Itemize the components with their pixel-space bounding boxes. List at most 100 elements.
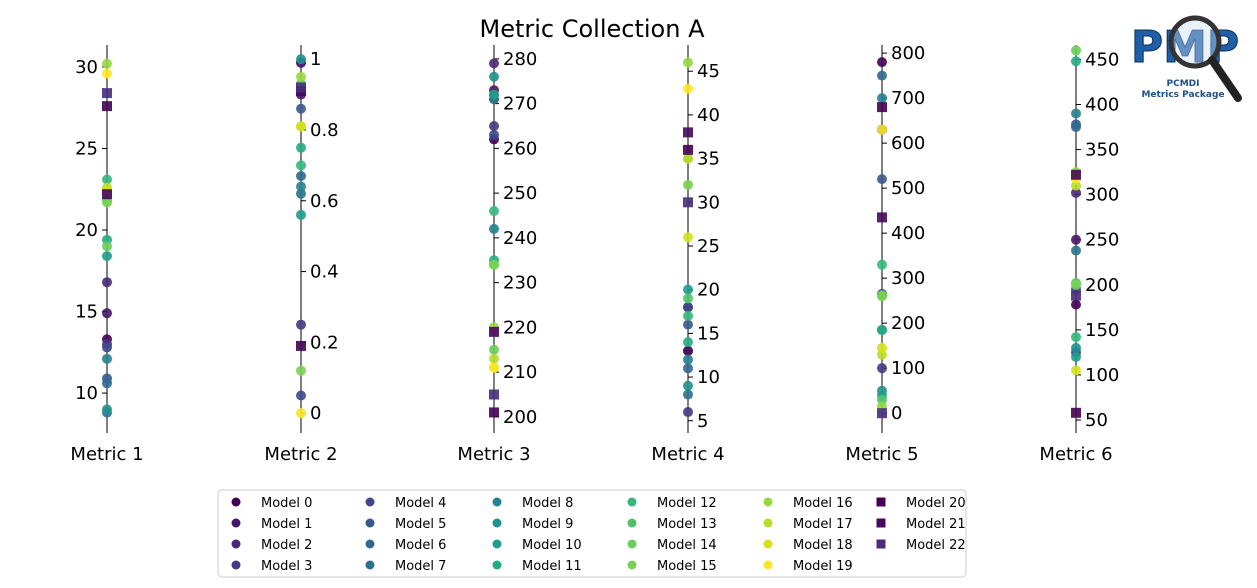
legend-label: Model 11 [522, 559, 582, 574]
data-point [683, 302, 693, 313]
legend-box [217, 489, 967, 578]
legend-label: Model 6 [395, 538, 446, 553]
data-point [877, 363, 887, 374]
axis-label: Metric 6 [1039, 444, 1112, 465]
legend-marker [627, 518, 637, 528]
pmp-logo: PMP PCMDI Metrics Package [1130, 15, 1242, 102]
tick-label: 220 [503, 317, 537, 338]
data-point [683, 127, 693, 138]
legend-marker [231, 518, 241, 528]
tick-label: 30 [75, 57, 98, 78]
data-point [1071, 342, 1081, 353]
axis-label: Metric 4 [651, 444, 724, 465]
data-point [1071, 290, 1081, 301]
tick-label: 20 [697, 280, 720, 301]
tick-label: 200 [1085, 275, 1119, 296]
legend-marker [492, 518, 502, 528]
legend-label: Model 12 [657, 496, 717, 511]
data-point [877, 70, 887, 81]
data-point [489, 89, 499, 100]
legend-marker [763, 518, 773, 528]
axis-label: Metric 5 [845, 444, 918, 465]
data-point [489, 129, 499, 140]
data-point [102, 101, 112, 112]
data-point [489, 389, 499, 400]
data-point [877, 324, 887, 335]
legend-marker [231, 560, 241, 570]
data-point [102, 197, 112, 208]
legend-marker [365, 518, 375, 528]
tick-label: 0.4 [310, 262, 339, 283]
data-point [1071, 56, 1081, 67]
tick-label: 150 [1085, 320, 1119, 341]
tick-label: 1 [310, 49, 321, 70]
data-point [683, 319, 693, 330]
legend-label: Model 9 [522, 517, 573, 532]
data-point [489, 407, 499, 418]
data-point [102, 251, 112, 262]
data-point [489, 121, 499, 132]
data-point [683, 284, 693, 295]
legend-label: Model 10 [522, 538, 582, 553]
tick-label: 270 [503, 94, 537, 115]
legend-marker [231, 497, 241, 507]
data-point [683, 337, 693, 348]
data-point [1071, 187, 1081, 198]
tick-label: 30 [697, 192, 720, 213]
data-point [489, 58, 499, 69]
data-point [877, 408, 887, 419]
tick-label: 25 [697, 236, 720, 257]
legend-marker [763, 539, 773, 549]
tick-label: 100 [891, 358, 925, 379]
tick-label: 25 [75, 139, 98, 160]
data-point [1071, 351, 1081, 362]
data-point [489, 353, 499, 364]
data-point [102, 189, 112, 200]
data-point [877, 57, 887, 68]
tick-label: 50 [1085, 410, 1108, 431]
tick-label: 100 [1085, 365, 1119, 386]
legend-marker [492, 560, 502, 570]
data-point [102, 277, 112, 288]
data-point [489, 362, 499, 373]
data-point [1071, 169, 1081, 180]
legend-label: Model 7 [395, 559, 446, 574]
tick-label: 260 [503, 138, 537, 159]
data-point [296, 181, 306, 192]
tick-label: 230 [503, 273, 537, 294]
legend-label: Model 18 [793, 538, 853, 553]
svg-text:PCMDI: PCMDI [1167, 79, 1200, 89]
legend-marker [763, 560, 773, 570]
data-point [296, 408, 306, 419]
data-point [102, 58, 112, 69]
tick-label: 500 [891, 178, 925, 199]
data-point [489, 223, 499, 234]
legend-marker [365, 560, 375, 570]
data-point [296, 103, 306, 114]
legend-label: Model 3 [261, 559, 312, 574]
data-point [683, 310, 693, 321]
data-point [877, 124, 887, 135]
legend-marker [876, 497, 886, 507]
tick-label: 250 [503, 183, 537, 204]
data-point [683, 354, 693, 365]
tick-label: 240 [503, 228, 537, 249]
legend-marker [876, 539, 886, 549]
data-point [1071, 245, 1081, 256]
data-point [877, 291, 887, 302]
legend-label: Model 0 [261, 496, 312, 511]
data-point [1071, 332, 1081, 343]
tick-label: 800 [891, 43, 925, 64]
legend-marker [627, 497, 637, 507]
data-point [683, 232, 693, 243]
legend-label: Model 15 [657, 559, 717, 574]
data-point [102, 308, 112, 319]
tick-label: 35 [697, 149, 720, 170]
data-point [296, 188, 306, 199]
tick-label: 0.2 [310, 332, 339, 353]
legend-marker [876, 518, 886, 528]
tick-label: 200 [891, 313, 925, 334]
svg-text:Metrics Package: Metrics Package [1141, 90, 1224, 100]
